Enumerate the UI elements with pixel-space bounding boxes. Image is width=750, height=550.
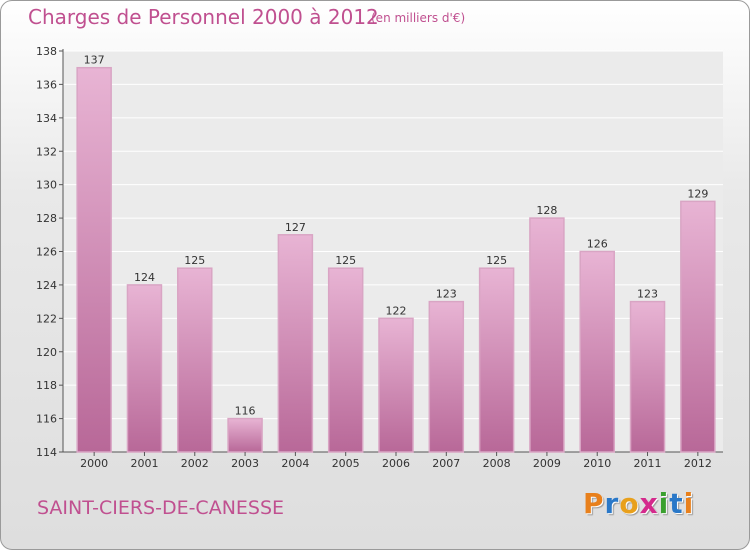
bar: [126, 284, 163, 453]
logo-letter: P: [583, 487, 605, 520]
y-tick-label: 118: [36, 379, 57, 392]
y-tick-label: 128: [36, 212, 57, 225]
y-tick-label: 136: [36, 78, 57, 91]
y-tick-label: 132: [36, 145, 57, 158]
chart-title: Charges de Personnel 2000 à 2012: [28, 5, 379, 29]
data-label: 123: [637, 288, 658, 301]
x-tick-label: 2005: [332, 457, 360, 470]
bar: [680, 200, 716, 453]
x-tick-label: 2010: [583, 457, 611, 470]
y-tick-label: 120: [36, 346, 57, 359]
bar: [428, 300, 465, 453]
y-tick-label: 130: [36, 179, 57, 192]
y-tick-label: 126: [36, 246, 57, 259]
logo-letter: x: [639, 487, 659, 520]
x-tick-label: 2004: [281, 457, 309, 470]
chart-subtitle: (en milliers d'€): [371, 11, 466, 25]
data-label: 125: [184, 254, 205, 267]
bar: [277, 234, 314, 453]
y-tick-label: 122: [36, 312, 57, 325]
y-tick-label: 138: [36, 45, 57, 58]
data-label: 124: [134, 271, 155, 284]
x-tick-label: 2012: [684, 457, 712, 470]
y-tick-label: 114: [36, 446, 57, 459]
data-label: 125: [335, 254, 356, 267]
x-tick-label: 2007: [432, 457, 460, 470]
x-tick-label: 2009: [533, 457, 561, 470]
logo-letter: o: [619, 487, 640, 520]
logo-letter: i: [658, 487, 670, 520]
data-label: 125: [486, 254, 507, 267]
bar: [227, 417, 263, 453]
bar: [529, 217, 565, 453]
y-tick-label: 124: [36, 279, 57, 292]
x-tick-label: 2011: [634, 457, 662, 470]
bar: [478, 267, 515, 453]
bar: [378, 317, 414, 453]
bar: [327, 267, 364, 453]
x-tick-label: 2000: [80, 457, 108, 470]
bar: [177, 267, 213, 453]
data-label: 116: [235, 405, 256, 418]
y-tick-label: 134: [36, 112, 57, 125]
logo-letter: r: [604, 487, 620, 520]
x-tick-label: 2008: [483, 457, 511, 470]
x-tick-label: 2006: [382, 457, 410, 470]
commune-name: SAINT-CIERS-DE-CANESSE: [37, 497, 285, 519]
data-label: 127: [285, 221, 306, 234]
proxiti-logo: Proxiti: [583, 487, 694, 520]
data-label: 128: [536, 204, 557, 217]
data-label: 129: [687, 187, 708, 200]
data-label: 123: [436, 288, 457, 301]
logo-letter: t: [669, 487, 684, 520]
data-label: 137: [84, 54, 105, 67]
x-tick-label: 2001: [130, 457, 158, 470]
bar: [629, 300, 666, 453]
data-label: 122: [386, 304, 407, 317]
y-tick-label: 116: [36, 413, 57, 426]
x-tick-label: 2002: [181, 457, 209, 470]
bar: [76, 66, 112, 453]
x-tick-label: 2003: [231, 457, 259, 470]
data-label: 126: [587, 238, 608, 251]
bar: [579, 250, 615, 453]
logo-letter: i: [683, 487, 695, 520]
